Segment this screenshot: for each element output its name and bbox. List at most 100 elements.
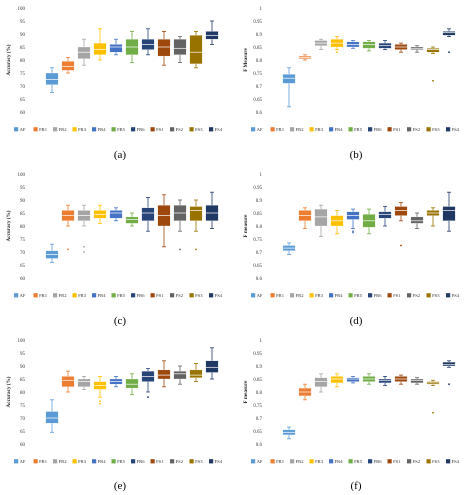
legend-swatch-FR2 (53, 127, 58, 132)
box-FS4 (442, 31, 456, 36)
y-tick-label: 85 (20, 212, 26, 217)
legend-label-FR2: FR2 (296, 459, 305, 464)
legend-swatch-FS3 (426, 293, 431, 298)
legend-swatch-FR3 (309, 293, 314, 298)
legend-label-FS3: FS3 (432, 459, 440, 464)
legend-swatch-FR2 (290, 459, 295, 464)
legend-label-FS4: FS4 (215, 459, 223, 464)
legend-label-FS4: FS4 (452, 127, 460, 132)
legend-swatch-FS4 (446, 293, 451, 298)
legend-swatch-FR6 (131, 127, 136, 132)
box-FS1 (157, 39, 171, 57)
box-FR6 (378, 211, 392, 219)
y-tick-label: 0.8 (256, 391, 263, 396)
legend-label-FS4: FS4 (215, 293, 223, 298)
y-tick-label: 100 (18, 173, 26, 178)
y-tick-label: 65 (20, 98, 26, 103)
y-tick-label: 0.7 (256, 417, 263, 422)
box-FS4 (442, 206, 456, 221)
legend-label-AF: AF (257, 459, 263, 464)
legend-label-FR6: FR6 (137, 293, 146, 298)
legend-swatch-FS3 (189, 293, 194, 298)
legend-label-FR6: FR6 (374, 459, 383, 464)
legend-swatch-AF (14, 293, 19, 298)
caption-e: (e) (113, 480, 127, 492)
legend-swatch-AF (251, 127, 256, 132)
y-tick-label: 0.85 (253, 212, 262, 217)
chart-panel-d: 0.6 0.65 0.7 0.75 0.8 0.85 0.9 0.95 1 F measure AF… (237, 166, 474, 311)
legend-swatch-FS1 (150, 127, 155, 132)
chart-svg-b: 0.6 0.65 0.7 0.75 0.8 0.85 0.9 0.95 1 F Measure AF… (243, 7, 460, 132)
outlier-point (195, 248, 197, 251)
legend-swatch-FR4 (329, 459, 334, 464)
legend-label-FR3: FR3 (315, 459, 324, 464)
legend-label-FS1: FS1 (156, 293, 164, 298)
legend-swatch-FR1 (270, 459, 275, 464)
box-FR1 (61, 376, 75, 387)
legend-swatch-FR4 (92, 293, 97, 298)
y-tick-label: 1 (260, 339, 263, 344)
outlier-point (83, 251, 85, 253)
y-tick-label: 100 (18, 339, 26, 344)
legend-label-FS2: FS2 (176, 293, 184, 298)
legend-swatch-FR2 (53, 459, 58, 464)
y-tick-label: 75 (20, 238, 26, 243)
chart-svg-e: 60 65 70 75 80 85 90 95 100 Accuracy (%) AF FR1 FR2 F… (5, 339, 223, 464)
legend-swatch-FR4 (92, 459, 97, 464)
y-tick-label: 0.85 (253, 46, 262, 51)
legend-swatch-FR3 (309, 459, 314, 464)
box-FR3 (93, 42, 107, 55)
y-axis-label: Accuracy (%) (5, 44, 12, 75)
legend-label-FS1: FS1 (156, 127, 164, 132)
legend-label-AF: AF (20, 127, 26, 132)
caption-f: (f) (350, 480, 362, 492)
legend-swatch-FS1 (150, 293, 155, 298)
y-tick-label: 0.65 (253, 98, 262, 103)
legend-swatch-FR1 (33, 459, 38, 464)
legend-label-FR1: FR1 (39, 293, 48, 298)
box-FS2 (173, 371, 187, 380)
legend-label-FS2: FS2 (176, 459, 184, 464)
legend-label-FR5: FR5 (354, 459, 363, 464)
y-axis-label: Accuracy (%) (5, 210, 12, 241)
legend-label-AF: AF (20, 459, 26, 464)
legend-swatch-FR4 (92, 127, 97, 132)
legend-swatch-FR2 (290, 127, 295, 132)
chart-svg-c: 60 65 70 75 80 85 90 95 100 Accuracy (%) AF FR1 FR2 F… (5, 173, 223, 298)
y-tick-label: 0.8 (256, 225, 263, 230)
legend-label-FR3: FR3 (78, 127, 87, 132)
y-tick-label: 80 (20, 59, 26, 64)
legend-swatch-FR5 (111, 459, 116, 464)
y-tick-label: 0.9 (256, 199, 263, 204)
box-FS4 (205, 360, 219, 373)
legend-label-FR5: FR5 (354, 127, 363, 132)
box-AF (45, 72, 59, 85)
box-FR2 (77, 378, 91, 387)
legend-label-FR6: FR6 (374, 293, 383, 298)
legend-swatch-FR1 (270, 127, 275, 132)
legend-label-FR5: FR5 (117, 459, 126, 464)
legend-swatch-FS4 (446, 127, 451, 132)
legend-label-FS3: FS3 (432, 127, 440, 132)
y-axis-label: F Measure (243, 48, 249, 72)
legend-swatch-FS4 (446, 459, 451, 464)
y-tick-label: 80 (20, 225, 26, 230)
outlier-point (147, 396, 149, 399)
y-tick-label: 0.75 (253, 238, 262, 243)
legend-swatch-FS2 (170, 293, 175, 298)
y-tick-label: 1 (260, 7, 263, 12)
legend-label-FR3: FR3 (78, 293, 87, 298)
legend-swatch-FR5 (348, 127, 353, 132)
legend-label-FR2: FR2 (296, 293, 305, 298)
y-tick-label: 95 (20, 20, 26, 25)
legend-label-FR3: FR3 (315, 293, 324, 298)
y-tick-label: 0.7 (256, 85, 263, 90)
legend-label-FR1: FR1 (276, 459, 285, 464)
y-tick-label: 85 (20, 378, 26, 383)
caption-a: (a) (113, 149, 127, 161)
legend-label-FS1: FS1 (156, 459, 164, 464)
outlier-point (83, 245, 85, 248)
box-FS2 (410, 378, 424, 384)
y-tick-label: 0.65 (253, 264, 262, 269)
y-tick-label: 0.6 (256, 111, 263, 116)
